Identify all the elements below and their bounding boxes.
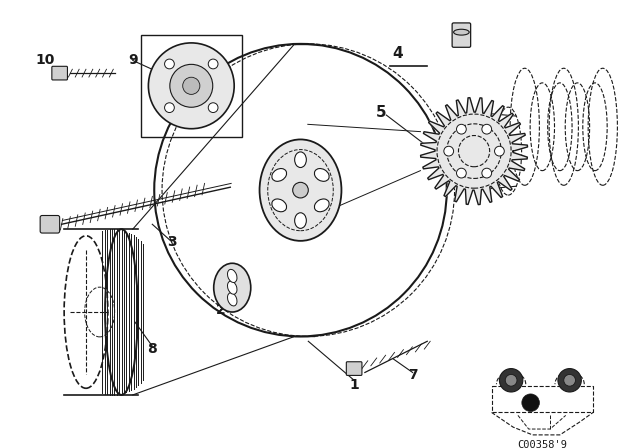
- FancyBboxPatch shape: [40, 215, 60, 233]
- Circle shape: [170, 65, 212, 107]
- Circle shape: [182, 77, 200, 95]
- Circle shape: [148, 43, 234, 129]
- Ellipse shape: [294, 152, 307, 168]
- Circle shape: [208, 59, 218, 69]
- Ellipse shape: [227, 269, 237, 283]
- Circle shape: [456, 124, 467, 134]
- Circle shape: [505, 375, 517, 386]
- Circle shape: [482, 124, 492, 134]
- Circle shape: [456, 168, 467, 178]
- Circle shape: [499, 369, 523, 392]
- Polygon shape: [420, 98, 527, 205]
- Circle shape: [522, 394, 540, 411]
- Text: 8: 8: [147, 342, 157, 356]
- Text: C00358'9: C00358'9: [517, 439, 567, 448]
- Ellipse shape: [272, 168, 287, 181]
- Text: 2: 2: [216, 303, 225, 317]
- Circle shape: [292, 182, 308, 198]
- Ellipse shape: [272, 199, 287, 212]
- Ellipse shape: [314, 199, 329, 212]
- Ellipse shape: [314, 168, 329, 181]
- Text: 4: 4: [393, 46, 403, 61]
- Text: 7: 7: [408, 368, 417, 383]
- Ellipse shape: [227, 293, 237, 306]
- Circle shape: [558, 369, 581, 392]
- Circle shape: [164, 103, 174, 112]
- Circle shape: [208, 103, 218, 112]
- Text: 5: 5: [376, 105, 387, 120]
- Text: 1: 1: [349, 378, 359, 392]
- Ellipse shape: [260, 139, 342, 241]
- Ellipse shape: [214, 263, 251, 312]
- Ellipse shape: [227, 281, 237, 294]
- Circle shape: [444, 146, 454, 156]
- FancyBboxPatch shape: [346, 362, 362, 375]
- Circle shape: [164, 59, 174, 69]
- Circle shape: [482, 168, 492, 178]
- Ellipse shape: [294, 213, 307, 228]
- Text: 9: 9: [128, 53, 138, 68]
- Circle shape: [564, 375, 575, 386]
- Bar: [141, 35, 242, 137]
- Text: 6: 6: [454, 24, 464, 38]
- Ellipse shape: [454, 29, 469, 35]
- Circle shape: [495, 146, 504, 156]
- Text: 3: 3: [167, 235, 177, 249]
- FancyBboxPatch shape: [52, 66, 67, 80]
- FancyBboxPatch shape: [452, 23, 470, 47]
- Text: 10: 10: [35, 53, 54, 68]
